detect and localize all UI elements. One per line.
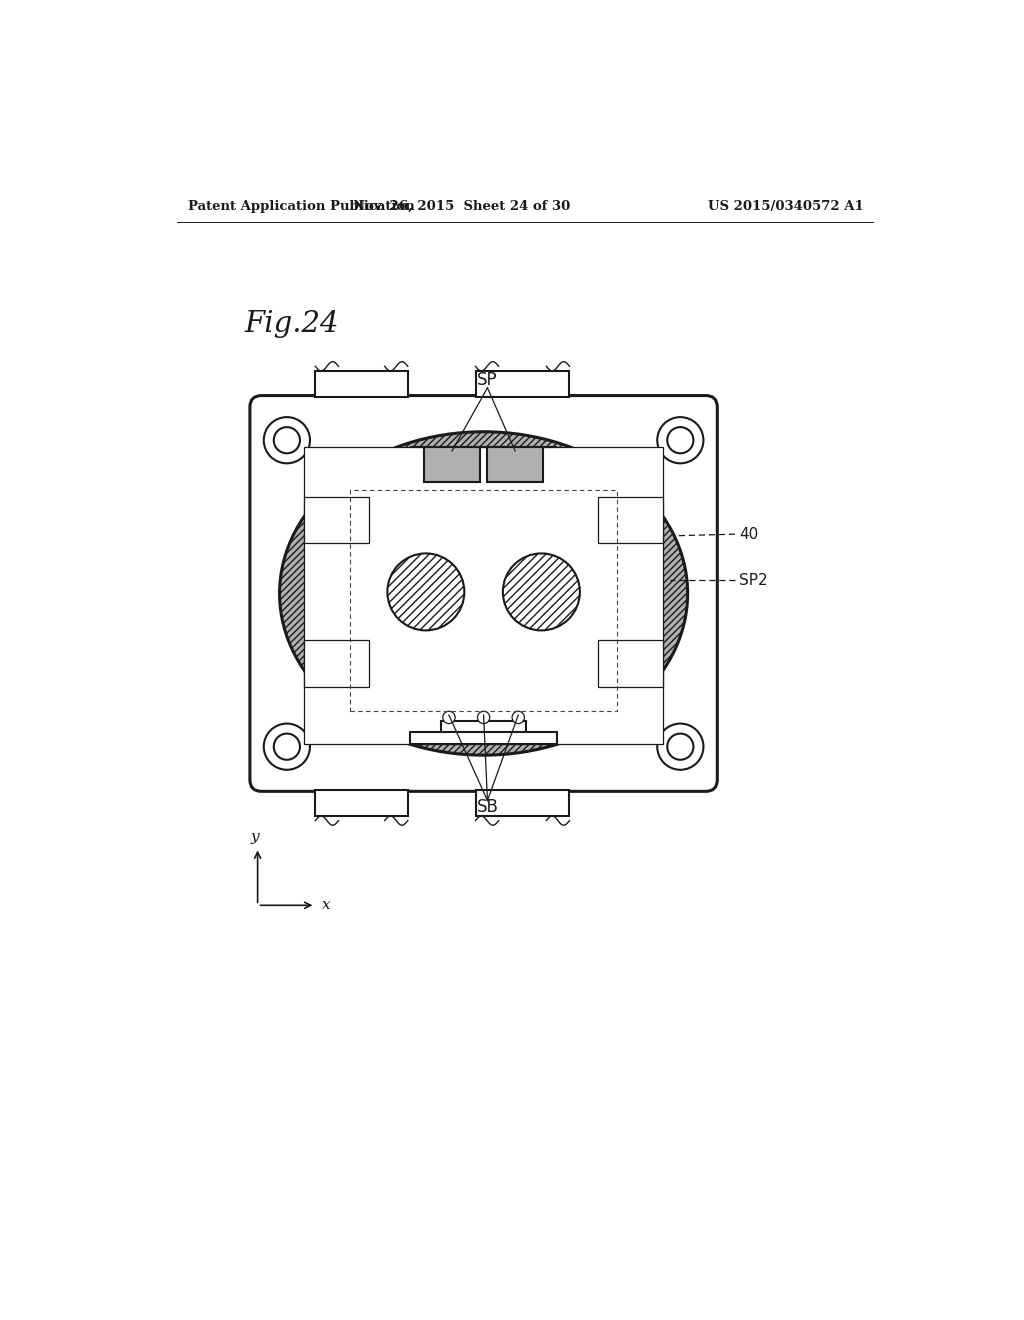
Bar (598, 640, 664, 686)
Circle shape (657, 723, 703, 770)
Ellipse shape (310, 459, 656, 729)
Text: x: x (322, 899, 331, 912)
Circle shape (264, 417, 310, 463)
Circle shape (442, 711, 455, 723)
Circle shape (668, 734, 693, 760)
Circle shape (668, 428, 693, 453)
Text: Fig.24: Fig.24 (245, 310, 339, 338)
Bar (424, 447, 480, 482)
Bar (598, 498, 664, 544)
Text: SB: SB (476, 797, 499, 816)
Circle shape (503, 553, 580, 631)
Ellipse shape (280, 432, 688, 755)
Bar (315, 789, 408, 816)
Bar (475, 371, 569, 397)
Circle shape (512, 711, 524, 723)
Circle shape (273, 734, 300, 760)
Circle shape (273, 428, 300, 453)
Circle shape (477, 711, 489, 723)
Bar (475, 789, 569, 816)
Bar (441, 721, 526, 743)
FancyBboxPatch shape (250, 396, 717, 792)
Bar (411, 733, 557, 743)
Text: Nov. 26, 2015  Sheet 24 of 30: Nov. 26, 2015 Sheet 24 of 30 (353, 199, 570, 213)
Text: y: y (251, 830, 260, 843)
Circle shape (264, 723, 310, 770)
Text: US 2015/0340572 A1: US 2015/0340572 A1 (708, 199, 864, 213)
Circle shape (657, 417, 703, 463)
Bar (304, 498, 370, 544)
Text: SP: SP (477, 371, 498, 389)
Text: Patent Application Publication: Patent Application Publication (188, 199, 415, 213)
Bar (304, 640, 370, 686)
Text: 40: 40 (739, 527, 758, 541)
Circle shape (387, 553, 464, 631)
Bar (487, 447, 543, 482)
Text: SP2: SP2 (739, 573, 767, 587)
Bar (304, 447, 664, 743)
Bar (350, 490, 617, 711)
Bar (315, 371, 408, 397)
